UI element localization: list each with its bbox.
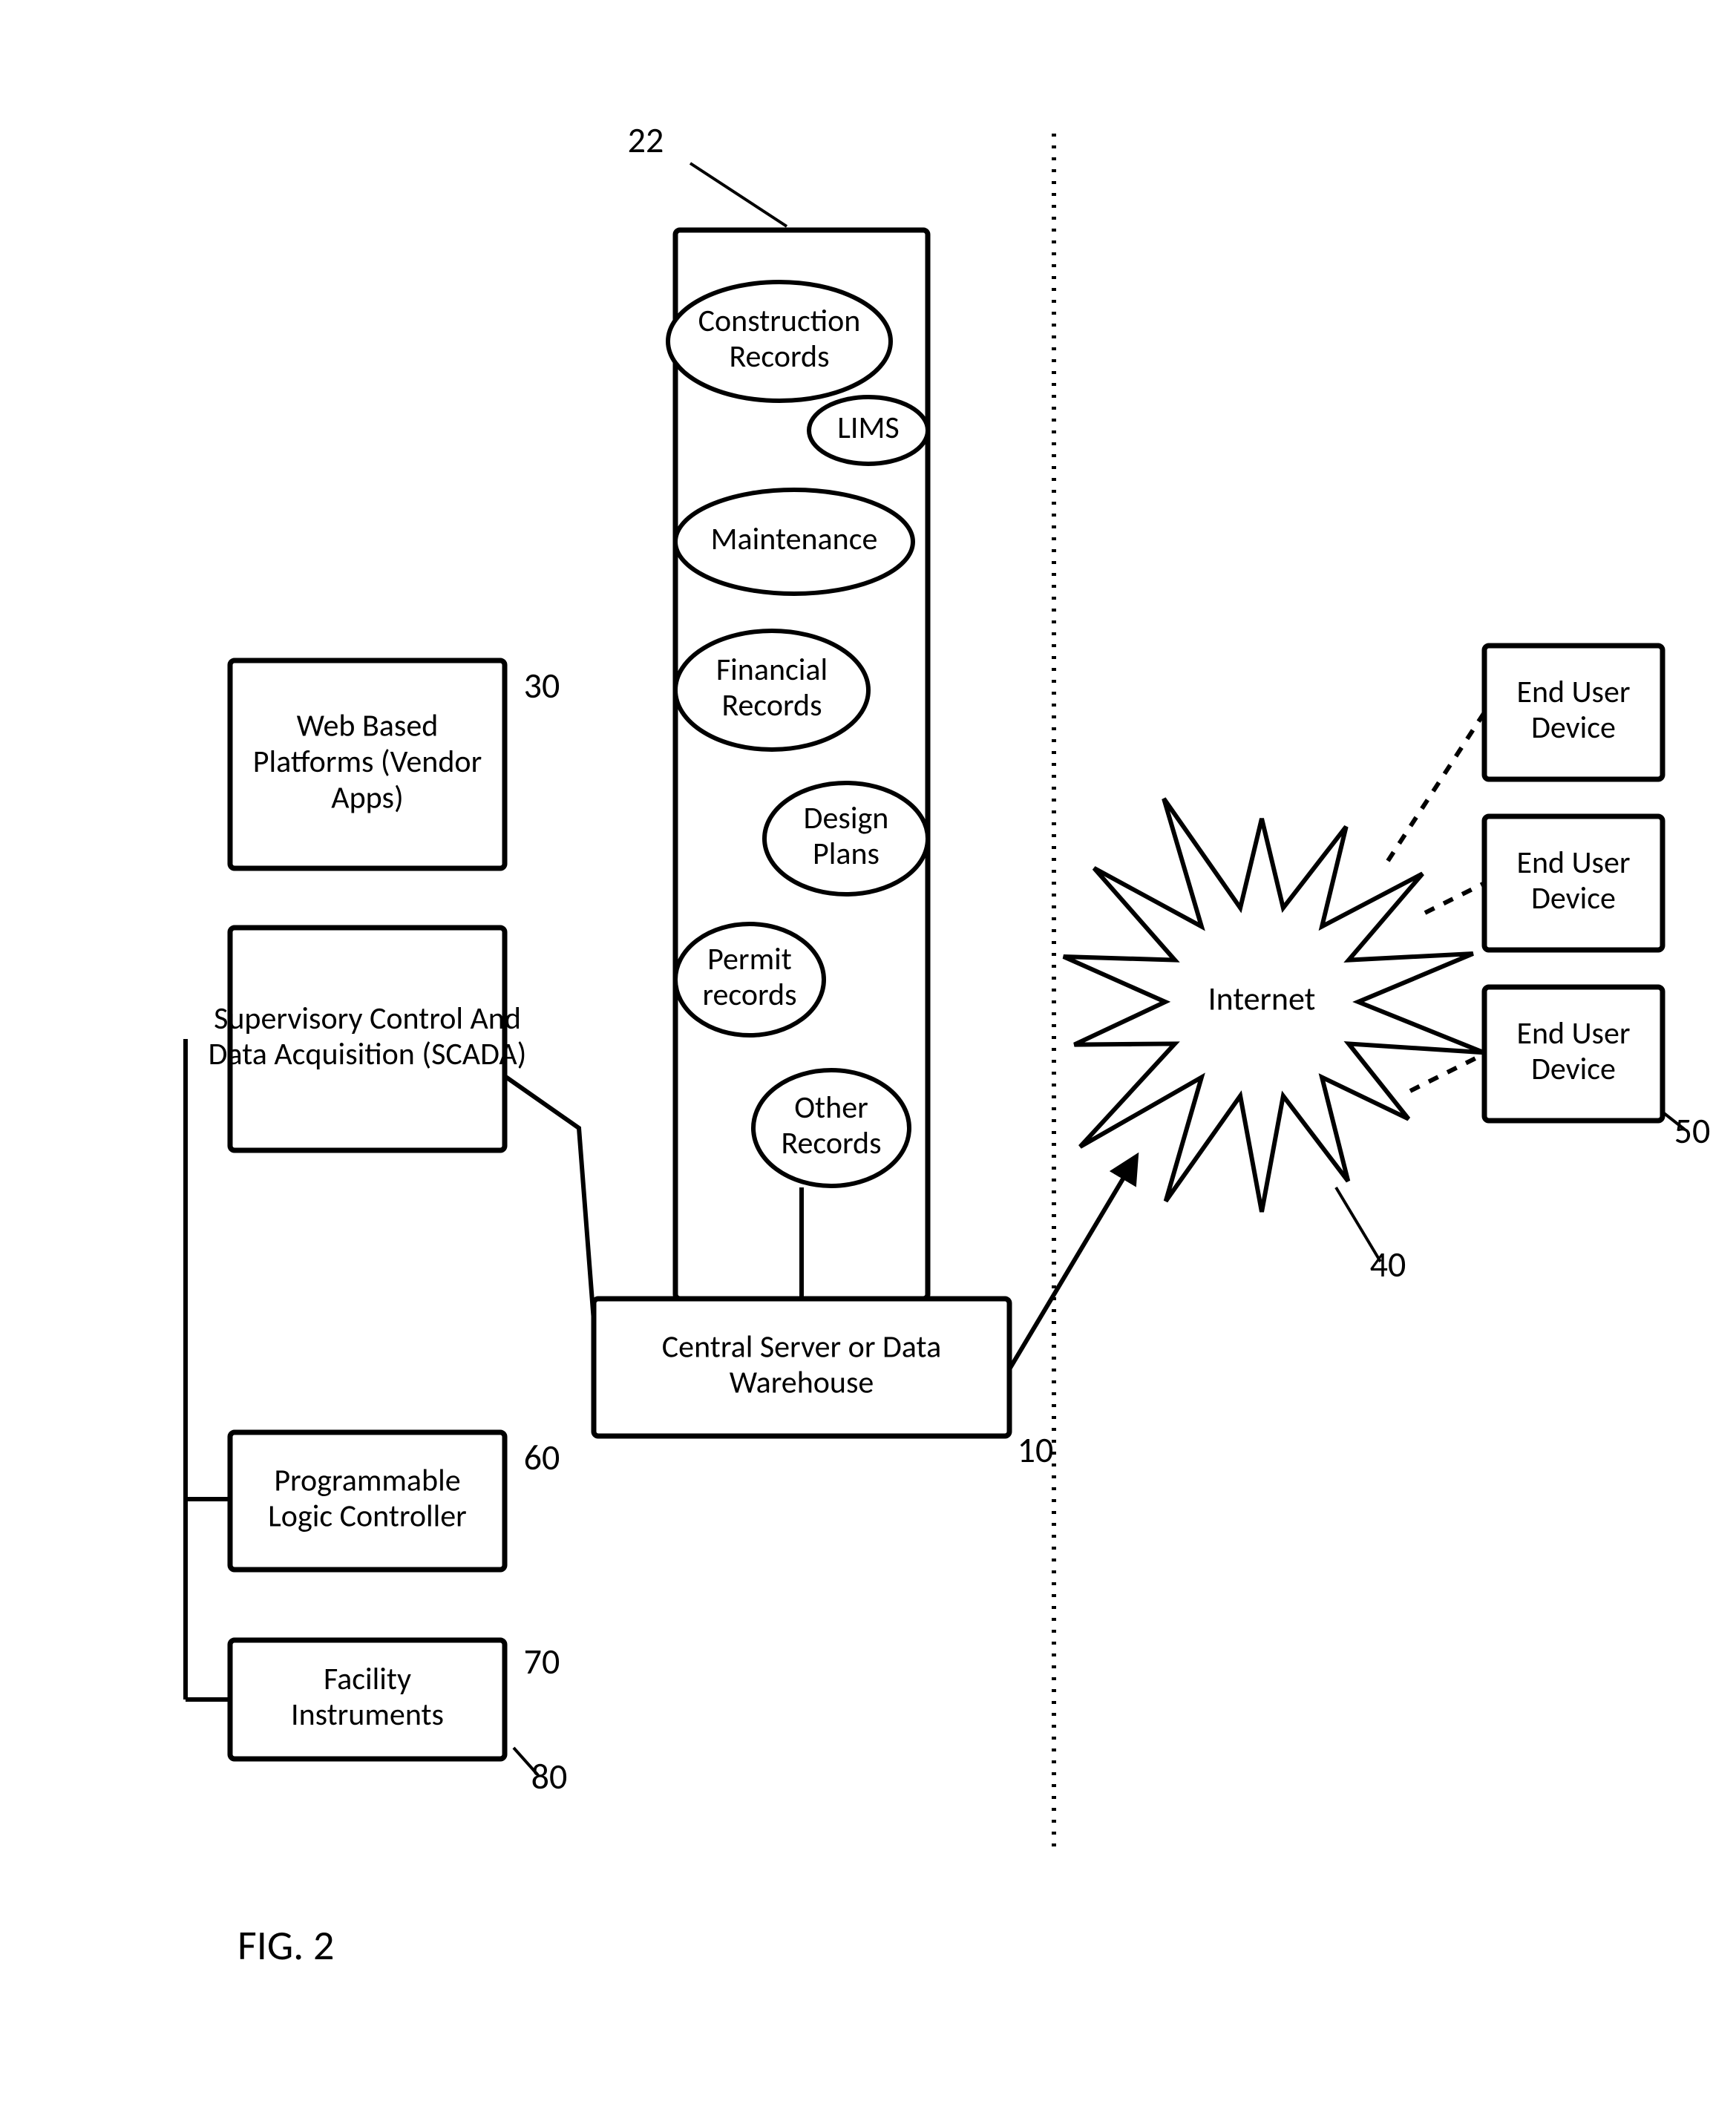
connector-internet-to-eu3 xyxy=(1410,1054,1484,1091)
box-end_user_2-label-line-0: End User xyxy=(1516,844,1630,882)
ellipse-other-records-label-line-0: Other xyxy=(794,1089,868,1127)
connector-scada-to-central xyxy=(505,1076,594,1321)
box-scada-label-line-1: Data Acquisition (SCADA) xyxy=(209,1035,527,1073)
connector-scada-plc-fac-bus xyxy=(186,1039,230,1700)
ref-number-80: 80 xyxy=(531,1754,568,1798)
box-end_user_2-label-line-1: Device xyxy=(1531,879,1616,917)
ref-number-22: 22 xyxy=(628,118,664,162)
ellipse-design-plans-label-line-1: Plans xyxy=(813,835,880,873)
ellipse-maintenance-label-line-0: Maintenance xyxy=(711,520,878,558)
box-web_platforms-label-line-2: Apps) xyxy=(331,779,403,816)
ellipse-construction-records-label-line-1: Records xyxy=(729,338,829,376)
box-plc-label-line-1: Logic Controller xyxy=(268,1498,467,1535)
box-end_user_1-label-line-0: End User xyxy=(1516,673,1630,711)
ref-number-50: 50 xyxy=(1674,1109,1711,1153)
ellipse-financial-records-label-line-1: Records xyxy=(721,686,822,724)
box-facility-label-line-0: Facility xyxy=(324,1660,411,1698)
box-central-label-line-0: Central Server or Data xyxy=(662,1328,941,1366)
internet-label: Internet xyxy=(1208,979,1316,1019)
box-web_platforms-label-line-1: Platforms (Vendor xyxy=(253,743,482,781)
ellipse-permit-records-label-line-1: records xyxy=(702,976,796,1014)
ref-number-30: 30 xyxy=(524,663,560,707)
connector-central-to-internet xyxy=(1009,1158,1136,1369)
ellipse-lims-label-line-0: LIMS xyxy=(837,409,899,447)
connector-internet-to-eu2 xyxy=(1425,883,1484,913)
box-plc-label-line-0: Programmable xyxy=(274,1461,460,1499)
ellipse-other-records-label-line-1: Records xyxy=(781,1124,881,1162)
connector-internet-to-eu1 xyxy=(1388,712,1484,861)
ref-number-40: 40 xyxy=(1370,1242,1406,1286)
ref-number-70: 70 xyxy=(524,1639,560,1683)
ellipse-financial-records-label-line-0: Financial xyxy=(716,651,828,689)
box-web_platforms-label-line-0: Web Based xyxy=(297,707,439,745)
ref-number-60: 60 xyxy=(524,1435,560,1479)
ref-leader-22 xyxy=(690,163,787,226)
ref-number-10: 10 xyxy=(1018,1428,1054,1472)
ellipse-permit-records-label-line-0: Permit xyxy=(707,940,792,978)
box-end_user_3-label-line-0: End User xyxy=(1516,1015,1630,1052)
ellipse-construction-records-label-line-0: Construction xyxy=(698,302,861,340)
figure-label: FIG. 2 xyxy=(238,1921,334,1971)
box-end_user_3-label-line-1: Device xyxy=(1531,1050,1616,1088)
box-facility-label-line-1: Instruments xyxy=(291,1696,444,1734)
box-central-label-line-1: Warehouse xyxy=(730,1364,874,1402)
box-scada-label-line-0: Supervisory Control And xyxy=(214,1000,521,1038)
ellipse-design-plans-label-line-0: Design xyxy=(804,799,889,837)
box-end_user_1-label-line-1: Device xyxy=(1531,709,1616,747)
